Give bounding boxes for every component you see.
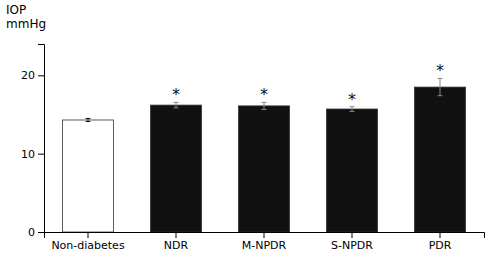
plot: 0 10 20 Non-diabetes NDR M-NPDR S-NPDR PDR * * * * [21,45,485,252]
error-bar-line [86,118,91,121]
y-tick-mark [38,232,44,233]
y-tick: 10 [21,148,44,161]
y-axis: 0 10 20 [21,45,45,240]
x-tick-mark [264,232,265,238]
x-tick-label: S-NPDR [331,239,373,252]
bar [326,109,377,232]
x-tick: Non-diabetes [51,232,125,252]
annotation: * [436,61,444,80]
error-bar [438,78,443,95]
x-tick: NDR [164,232,189,252]
bar [62,120,113,232]
x-tick-mark [352,232,353,238]
y-tick: 0 [28,226,44,239]
y-tick-mark [38,75,44,76]
x-tick: S-NPDR [331,232,373,252]
y-tick-label: 20 [21,69,35,82]
x-axis: Non-diabetes NDR M-NPDR S-NPDR PDR [45,232,485,252]
x-tick-label: PDR [429,239,452,252]
error-bar-line [438,78,443,95]
x-tick-label: NDR [164,239,189,252]
annotation: * [260,85,268,104]
y-axis-title: mmHg [6,17,46,31]
annotations: * * * * [172,61,444,108]
x-axis-line [45,233,485,239]
annotation: * [348,90,356,109]
x-tick-label: M-NPDR [242,239,287,252]
y-tick: 20 [21,69,44,82]
bar [414,87,465,232]
y-tick-label: 10 [21,148,35,161]
x-tick-label: Non-diabetes [51,239,125,252]
bar [238,106,289,232]
x-tick: M-NPDR [242,232,287,252]
annotation: * [172,85,180,104]
chart: 0 10 20 Non-diabetes NDR M-NPDR S-NPDR PDR * * * * I… [0,0,500,262]
bar [150,105,201,232]
x-tick-mark [440,232,441,238]
x-tick-mark [88,232,89,238]
y-tick-label: 0 [28,226,35,239]
x-tick: PDR [429,232,452,252]
x-tick-mark [176,232,177,238]
marks [62,78,465,232]
y-tick-mark [38,154,44,155]
error-bar [86,118,91,121]
y-axis-title: IOP [6,3,26,17]
y-axis-line [38,45,45,233]
